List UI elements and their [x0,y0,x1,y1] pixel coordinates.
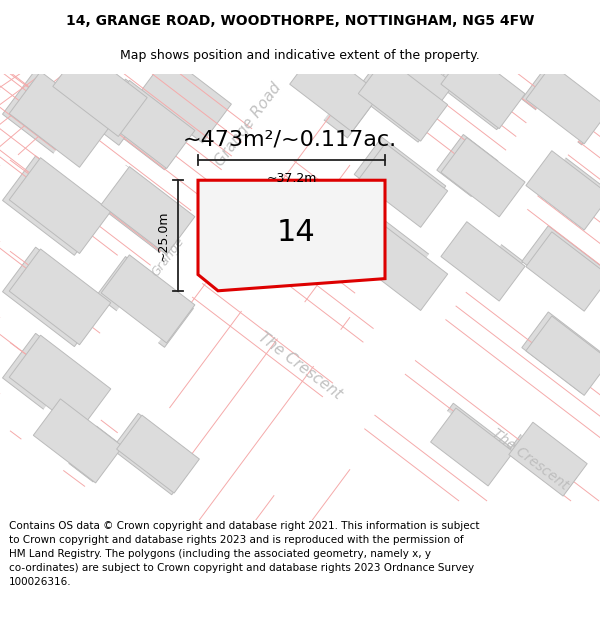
Polygon shape [437,216,523,297]
Polygon shape [101,255,195,343]
Polygon shape [47,116,600,579]
Polygon shape [441,222,525,301]
Polygon shape [349,260,600,598]
Text: 14: 14 [277,219,316,248]
Polygon shape [53,48,147,136]
Polygon shape [259,0,600,515]
Text: ~37.2m: ~37.2m [266,172,317,185]
Text: ~25.0m: ~25.0m [157,210,170,261]
Polygon shape [358,226,448,311]
Polygon shape [522,312,600,393]
Polygon shape [101,81,195,169]
Polygon shape [47,126,600,589]
Text: Grange Road: Grange Road [212,80,284,169]
Polygon shape [0,0,451,515]
Polygon shape [9,335,111,431]
Polygon shape [9,158,111,254]
Text: Contains OS data © Crown copyright and database right 2021. This information is : Contains OS data © Crown copyright and d… [9,521,479,587]
Polygon shape [509,416,590,492]
Polygon shape [2,247,107,347]
Polygon shape [139,55,232,143]
Text: Grange: Grange [149,234,187,279]
Polygon shape [2,333,107,433]
Polygon shape [358,57,448,141]
Polygon shape [51,53,149,145]
Text: The Crescent: The Crescent [255,329,345,402]
Text: 14, GRANGE ROAD, WOODTHORPE, NOTTINGHAM, NG5 4FW: 14, GRANGE ROAD, WOODTHORPE, NOTTINGHAM,… [66,14,534,28]
Polygon shape [112,413,198,495]
Polygon shape [349,270,600,608]
Polygon shape [34,399,122,483]
Polygon shape [284,50,376,138]
Polygon shape [9,71,111,168]
Polygon shape [9,249,111,345]
Polygon shape [354,56,446,142]
Text: The Crescent: The Crescent [489,426,571,493]
Polygon shape [431,408,514,486]
Polygon shape [437,48,523,129]
Polygon shape [354,138,446,223]
Polygon shape [427,403,513,484]
Polygon shape [97,79,193,170]
Polygon shape [509,422,587,496]
Polygon shape [259,0,600,515]
Polygon shape [198,180,385,291]
Polygon shape [2,69,107,169]
Polygon shape [29,396,121,482]
Polygon shape [526,151,600,230]
Polygon shape [101,167,195,255]
Polygon shape [522,64,600,145]
Polygon shape [437,134,523,216]
Polygon shape [358,143,448,228]
Polygon shape [97,165,193,256]
Polygon shape [441,138,525,217]
Text: Map shows position and indicative extent of the property.: Map shows position and indicative extent… [120,49,480,62]
Polygon shape [522,144,600,226]
Polygon shape [522,226,600,307]
Polygon shape [290,46,380,132]
Polygon shape [376,44,454,119]
Polygon shape [97,257,193,348]
Polygon shape [371,46,449,122]
Polygon shape [526,64,600,144]
Polygon shape [526,316,600,396]
Polygon shape [441,49,525,129]
Text: ~473m²/~0.117ac.: ~473m²/~0.117ac. [183,129,397,149]
Polygon shape [2,156,107,256]
Polygon shape [0,0,451,515]
Polygon shape [526,232,600,311]
Polygon shape [116,415,199,493]
Polygon shape [354,218,446,304]
